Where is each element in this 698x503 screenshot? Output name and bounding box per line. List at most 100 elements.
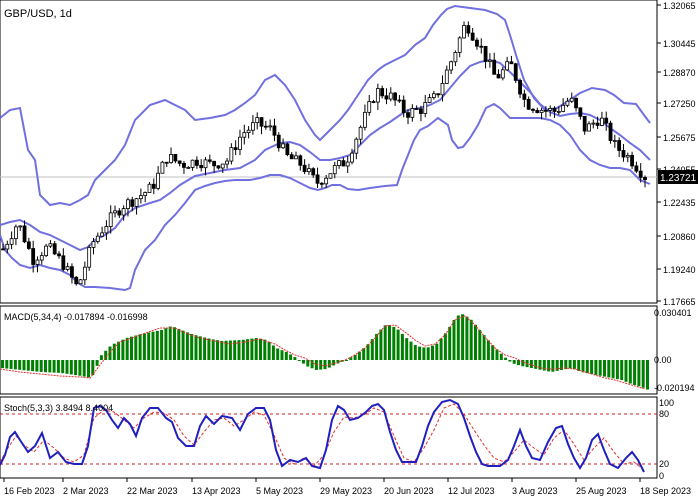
macd-bar (250, 338, 254, 360)
candle-body (182, 162, 186, 168)
macd-bar (560, 360, 563, 370)
macd-bar (224, 340, 228, 360)
stoch-tick-label: 100 (659, 398, 674, 408)
candlesticks (1, 21, 647, 286)
candle-body (509, 61, 514, 65)
candle-body (199, 164, 204, 169)
macd-bar (577, 360, 581, 371)
candle-body (350, 152, 354, 163)
candle-body (561, 104, 566, 112)
candle-body (44, 245, 48, 257)
candle-body (535, 110, 540, 113)
macd-bar (74, 360, 78, 376)
macd-bar (91, 360, 95, 376)
macd-bar (52, 360, 56, 373)
candle-body (212, 160, 217, 167)
candle-body (117, 210, 122, 216)
candle-body (513, 63, 518, 81)
macd-bar (130, 336, 133, 360)
macd-bar (142, 333, 146, 360)
macd-bar (13, 360, 17, 370)
price-axis: 1.320651.304451.288701.272501.256751.240… (657, 1, 696, 307)
macd-bar (443, 333, 447, 360)
candle-body (147, 183, 152, 193)
candle-body (375, 88, 380, 103)
macd-bar (469, 319, 473, 360)
candle-body (332, 165, 337, 175)
stoch-tick-label: 20 (659, 459, 669, 469)
candle-body (621, 150, 626, 158)
candle-body (14, 226, 18, 240)
candle-body (319, 182, 324, 185)
macd-bar (78, 360, 82, 376)
macd-bar (18, 360, 22, 370)
macd-bar (409, 341, 413, 360)
macd-bar (173, 327, 176, 360)
candle-body (104, 226, 109, 234)
candle-body (552, 107, 557, 112)
candle-body (9, 238, 14, 245)
macd-bar (353, 354, 357, 360)
candle-body (475, 39, 479, 47)
macd-bar (456, 315, 460, 360)
candle-body (22, 225, 27, 243)
candle-body (121, 208, 126, 216)
macd-bar (611, 360, 615, 379)
macd-bar (405, 338, 409, 360)
candle-body (470, 32, 475, 41)
macd-pane: MACD(5,34,4) -0.017894 -0.016998 (0, 305, 658, 395)
candle-body (531, 108, 535, 111)
candle-body (487, 59, 492, 62)
candle-body (143, 192, 148, 197)
candle-body (113, 210, 117, 214)
candle-body (26, 241, 31, 249)
candle-body (634, 165, 639, 172)
macd-bar (44, 360, 47, 373)
time-tick-label: 13 Apr 2023 (192, 486, 241, 496)
price-pane: GBP/USD, 1d (0, 0, 658, 304)
candle-body (440, 83, 445, 96)
price-tick-label: 1.25675 (663, 133, 696, 143)
macd-bar (323, 360, 327, 370)
macd-bar (555, 360, 559, 371)
price-tick-label: 1.28870 (663, 68, 696, 78)
candle-body (582, 115, 587, 132)
candle-body (393, 92, 397, 101)
candle-body (427, 97, 432, 103)
macd-tick-label: 0.030401 (654, 308, 692, 318)
candle-body (600, 117, 604, 126)
macd-bar (413, 345, 417, 360)
macd-bar (207, 338, 211, 360)
candle-body (574, 97, 578, 109)
candle-body (354, 138, 359, 154)
macd-bar (357, 351, 361, 360)
macd-bar (396, 329, 400, 360)
candle-body (160, 161, 165, 174)
time-tick-label: 29 May 2023 (320, 486, 372, 496)
macd-bar (491, 345, 495, 360)
candle-body (255, 117, 260, 124)
candle-body (48, 243, 53, 247)
macd-bar (547, 360, 551, 372)
candle-body (65, 266, 70, 270)
macd-bar (56, 360, 60, 373)
macd-bar (439, 338, 443, 360)
stoch-label: Stoch(5,3,3) 3.8494 8.4004 (4, 403, 113, 413)
candle-body (643, 177, 647, 181)
candle-body (216, 165, 221, 169)
candle-body (251, 122, 255, 131)
candle-body (625, 155, 630, 158)
candle-body (31, 248, 36, 265)
macd-bar (117, 341, 121, 360)
candle-body (190, 159, 195, 168)
candle-body (220, 163, 225, 169)
candle-body (100, 232, 105, 237)
macd-bar (615, 360, 619, 380)
candle-body (384, 95, 389, 100)
candle-body (630, 155, 634, 167)
stoch-tick-label: 0 (659, 471, 664, 481)
candle-body (539, 109, 544, 113)
price-tick-label: 1.17665 (663, 297, 696, 307)
macd-bar (254, 338, 258, 360)
